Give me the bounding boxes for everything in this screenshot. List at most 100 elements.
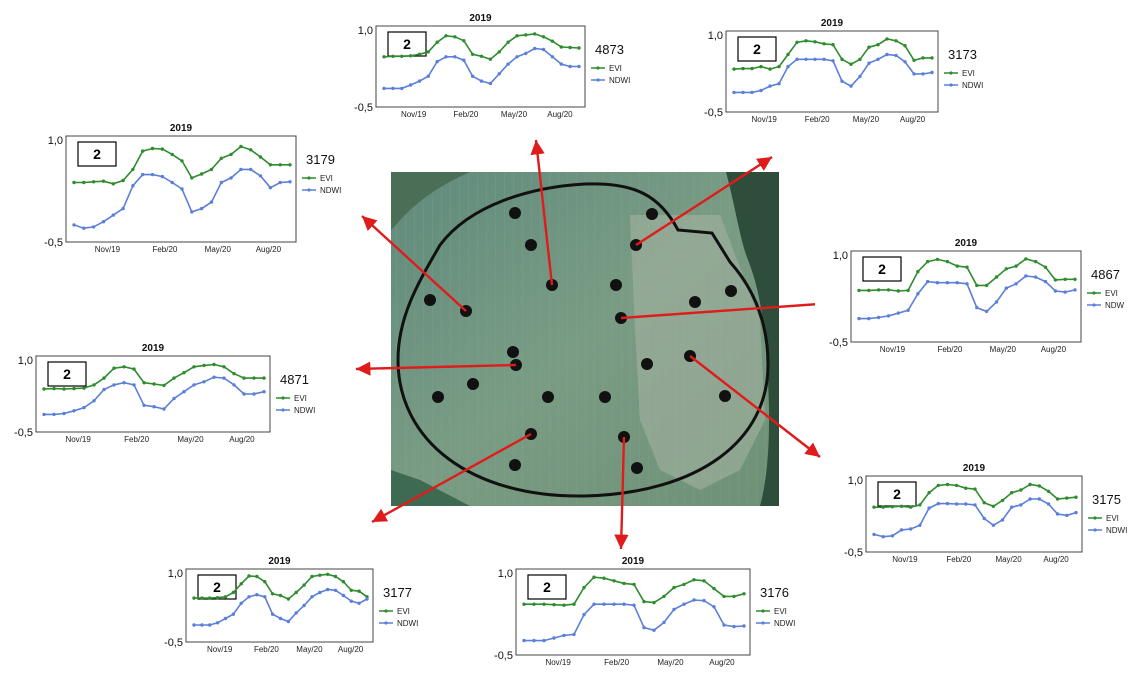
data-point [885,52,889,57]
data-point [172,376,176,380]
data-point [975,283,979,288]
data-point [278,616,283,621]
arrow [530,139,554,286]
legend-label: EVI [609,64,622,73]
data-point [180,187,184,191]
data-point [288,180,292,184]
forest-area [391,470,470,506]
data-point [612,602,616,606]
data-point [867,45,871,49]
data-point [268,186,273,190]
data-point [62,387,66,391]
data-point [568,45,572,50]
data-point [391,86,395,91]
x-tick-label: Aug/20 [229,435,255,444]
data-point [444,34,448,38]
data-point [642,599,646,604]
data-point [132,383,136,387]
data-point [965,265,969,269]
chart-panel: 2019 1,0 -0,5 Nov/19 Feb/20 May/20 Aug/20 2 4871… [0,340,325,450]
y-tick-label: 1,0 [168,568,183,580]
data-point [1014,264,1018,268]
data-point [742,624,746,628]
x-tick-label: Aug/20 [1043,555,1069,564]
data-point [1010,505,1014,509]
legend-marker [281,408,285,412]
data-point [1063,290,1067,294]
sample-id-label: 4871 [280,372,309,387]
sample-point [599,391,611,403]
data-point [1014,282,1018,286]
data-point [82,386,86,390]
data-point [652,600,656,605]
data-point [479,54,484,58]
sample-point [424,294,436,306]
x-tick-label: May/20 [296,645,323,654]
data-point [804,57,808,61]
data-point [318,590,322,595]
data-point [750,66,754,71]
legend-label: NDWI [1106,526,1127,535]
panel-number-label: 2 [63,366,71,382]
data-point [867,316,871,321]
data-point [886,288,891,292]
data-point [857,316,861,321]
data-point [858,74,862,79]
legend-label: EVI [397,607,410,616]
data-point [222,365,226,369]
data-point [918,503,922,507]
legend-label: EVI [294,394,307,403]
x-tick-label: Nov/19 [401,110,427,119]
forest-area [391,172,470,230]
data-point [935,281,940,285]
chart-title: 2019 [955,238,978,249]
data-point [270,612,275,616]
data-point [152,405,156,409]
data-point [479,79,484,83]
x-tick-label: Feb/20 [937,345,962,354]
chart-panel: 2019 1,0 -0,5 Nov/19 Feb/20 May/20 Aug/20 2 3179… [30,120,350,260]
data-point [1074,495,1078,499]
data-point [462,39,466,43]
legend-label: EVI [1106,514,1119,523]
data-point [142,403,146,407]
arrow [361,215,467,312]
data-point [867,288,871,293]
data-point [349,599,353,603]
data-point [702,579,706,583]
data-point [533,46,537,51]
sample-id-label: 3179 [306,152,335,167]
chart-title: 2019 [142,343,165,354]
data-point [577,64,581,69]
data-point [200,623,204,627]
data-point [382,86,386,91]
x-tick-label: Feb/20 [946,555,971,564]
x-tick-label: May/20 [853,115,880,124]
sample-point [719,390,731,402]
x-tick-label: Aug/20 [547,110,573,119]
data-point [916,269,920,274]
data-point [222,376,226,380]
chart-title: 2019 [170,123,193,134]
data-point [912,72,916,76]
chart-panels: 2019 1,0 -0,5 Nov/19 Feb/20 May/20 Aug/20 2 4873… [0,10,1135,673]
data-point [453,55,457,59]
x-tick-label: Aug/20 [338,645,364,654]
data-point [162,407,166,411]
data-point [506,62,510,66]
satellite-image [391,172,779,506]
data-point [515,55,519,59]
x-tick-label: Aug/20 [256,245,282,254]
chart-title: 2019 [963,463,986,474]
legend-label: NDWI [774,619,795,628]
data-point [333,588,338,592]
data-point [112,366,116,370]
data-point [550,39,555,43]
x-tick-label: Aug/20 [1041,345,1067,354]
data-point [822,42,826,46]
data-point [182,390,186,394]
data-point [955,281,959,285]
chart-title: 2019 [268,556,291,567]
y-tick-label: -0,5 [354,102,373,114]
data-point [522,602,526,606]
